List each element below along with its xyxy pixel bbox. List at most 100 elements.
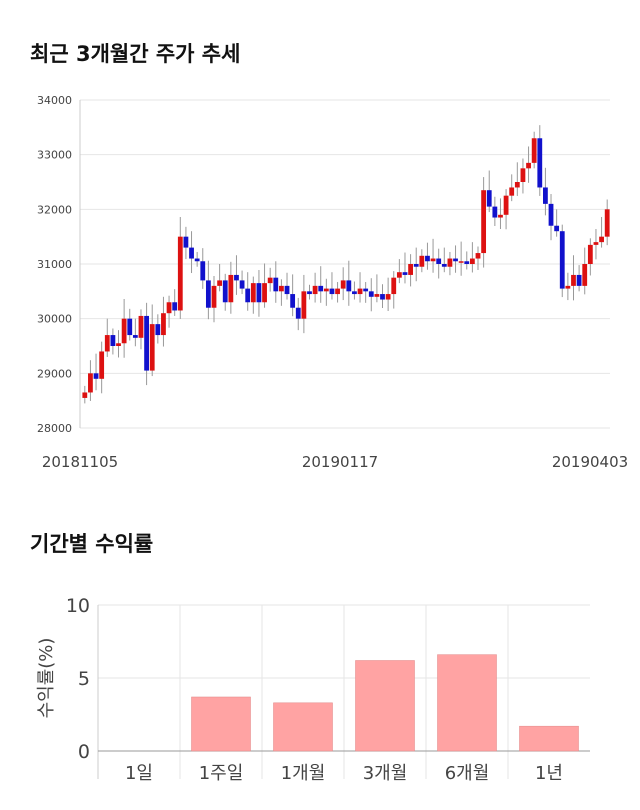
candle-body — [430, 258, 436, 262]
candle — [318, 266, 324, 303]
candle-body — [279, 285, 284, 292]
candle-body — [177, 236, 183, 311]
candle-body — [425, 255, 430, 262]
bar — [437, 654, 497, 752]
candle — [582, 247, 588, 295]
candle — [234, 255, 239, 295]
candle — [543, 167, 548, 216]
candle — [335, 282, 340, 303]
candle-body — [385, 294, 391, 300]
candle — [329, 272, 335, 300]
candle — [217, 264, 223, 292]
candle — [571, 255, 576, 301]
candle-body — [599, 236, 604, 243]
candle-body — [352, 291, 357, 295]
candle-body — [503, 195, 509, 215]
y-tick-label: 30000 — [37, 313, 72, 326]
candle-body — [335, 288, 340, 295]
candle-body — [127, 318, 133, 336]
candle-body — [312, 285, 318, 295]
candle-body — [391, 277, 397, 295]
candle — [155, 314, 161, 344]
candle — [458, 241, 464, 276]
candle — [380, 284, 385, 309]
candle — [352, 281, 357, 300]
candle — [205, 260, 211, 320]
candle — [340, 267, 346, 301]
bar — [273, 702, 333, 752]
candle-body — [183, 236, 189, 248]
candle — [503, 189, 509, 230]
candle — [228, 261, 234, 314]
candle-body — [363, 288, 369, 292]
candle-body — [93, 373, 99, 379]
candle-body — [228, 274, 234, 303]
candle-body — [357, 288, 363, 295]
candle-body — [234, 274, 239, 281]
candle — [509, 174, 515, 202]
candle-body — [200, 261, 206, 281]
candlestick-chart: 28000 29000 30000 31000 32000 33000 34000 20181… — [37, 94, 628, 471]
candle-body — [189, 247, 194, 259]
candle-body — [526, 162, 531, 169]
candle — [267, 267, 273, 292]
candle — [172, 289, 178, 316]
candle — [531, 131, 537, 169]
candle — [565, 272, 571, 301]
candle-body — [88, 373, 93, 393]
candle — [498, 198, 503, 230]
candle — [526, 146, 531, 183]
candle — [464, 251, 470, 270]
candle-body — [155, 324, 161, 336]
y-tick-label: 28000 — [37, 422, 72, 435]
candle-body — [346, 280, 352, 292]
x-tick-label: 20181105 — [42, 453, 118, 471]
candle-body — [121, 318, 127, 344]
candle — [402, 252, 408, 284]
candle — [88, 360, 93, 401]
candle-body — [307, 291, 312, 295]
x-tick-label: 1년 — [535, 763, 563, 784]
candle-body — [554, 225, 560, 232]
candle-body — [256, 283, 262, 303]
candle-body — [548, 203, 554, 226]
candle-body — [475, 253, 481, 259]
candle — [189, 231, 194, 274]
candle-body — [132, 335, 138, 338]
x-tick-label: 20190403 — [552, 453, 628, 471]
candle-body — [116, 343, 121, 346]
candle-body — [402, 272, 408, 275]
candle-body — [458, 261, 464, 263]
candle-body — [469, 258, 475, 264]
candle — [554, 209, 560, 237]
x-tick-label: 1일 — [125, 763, 153, 784]
candle — [312, 272, 318, 303]
candle-body — [284, 285, 290, 295]
candle — [132, 318, 138, 347]
candle — [295, 297, 301, 331]
price-chart-title: 최근 3개월간 주가 추세 — [30, 42, 241, 66]
x-tick-label: 1개월 — [281, 763, 326, 784]
candle-body — [273, 277, 279, 292]
candle-body — [301, 291, 307, 319]
y-tick-label: 29000 — [37, 367, 72, 380]
candle-body — [82, 392, 88, 398]
candle-body — [110, 335, 116, 346]
candle-body — [520, 168, 526, 182]
candle-body — [329, 288, 335, 295]
candle-body — [464, 261, 470, 264]
candle-body — [144, 315, 149, 371]
candle-body — [245, 288, 251, 303]
candle-body — [250, 283, 256, 303]
candle — [284, 272, 290, 300]
candle-body — [340, 280, 346, 289]
candle-body — [217, 280, 223, 286]
y-tick-label: 5 — [78, 668, 90, 690]
candle — [127, 308, 133, 341]
candle — [576, 265, 582, 292]
candle — [273, 261, 279, 303]
candle — [593, 229, 599, 260]
candle-body — [453, 258, 458, 262]
candle — [559, 224, 565, 298]
candle-body — [413, 264, 419, 267]
